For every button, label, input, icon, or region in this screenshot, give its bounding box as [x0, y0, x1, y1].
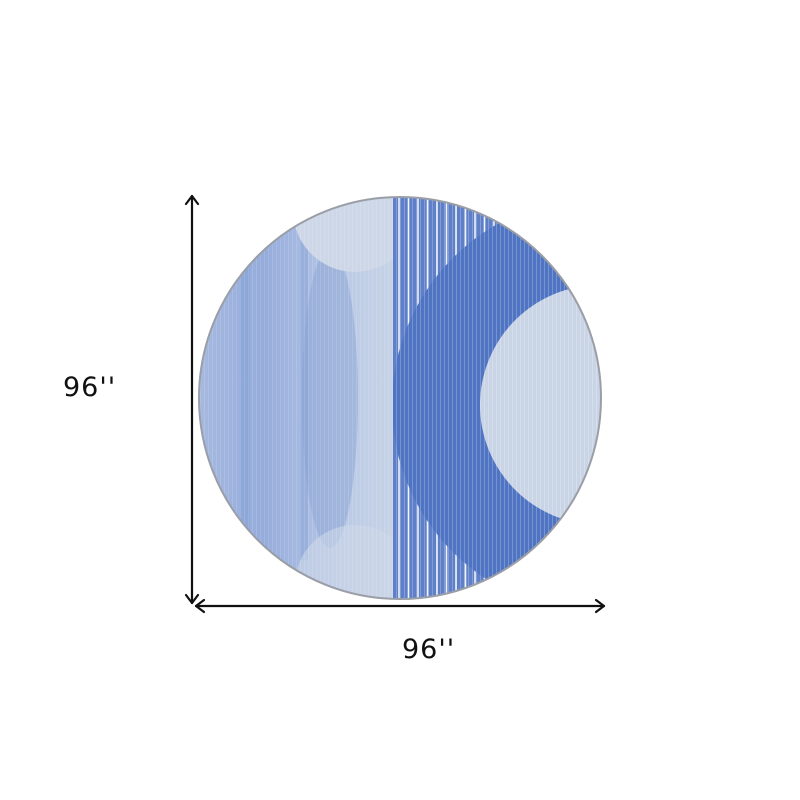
width-label: 96''	[402, 634, 456, 665]
height-label: 96''	[63, 372, 117, 403]
rug-border	[198, 196, 602, 600]
rug	[199, 197, 601, 599]
height-arrow	[184, 194, 200, 605]
width-arrow	[194, 598, 606, 614]
